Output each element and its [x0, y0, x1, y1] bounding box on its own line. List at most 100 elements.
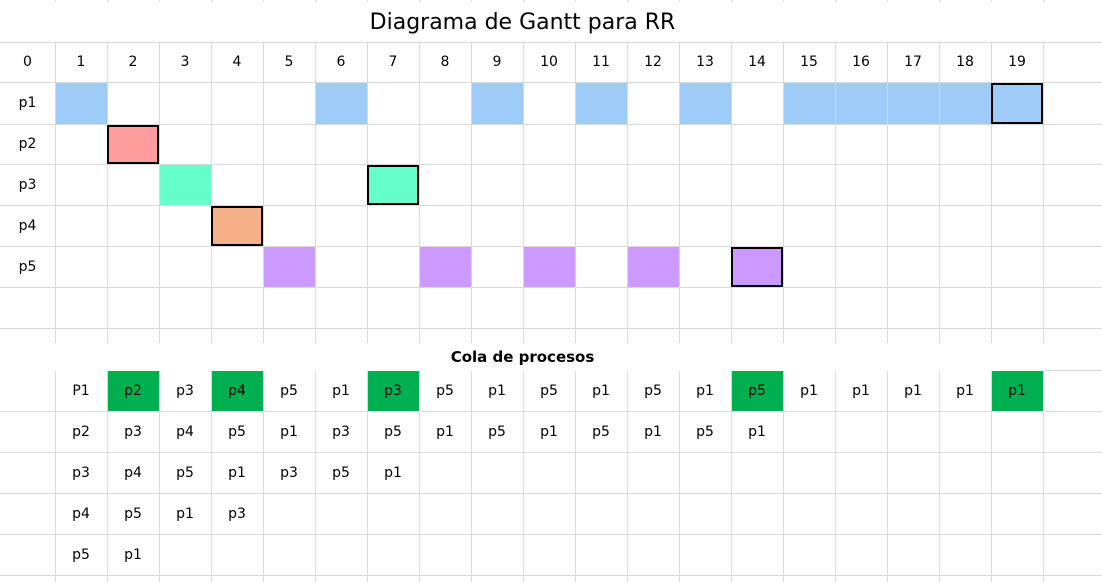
queue-cell: p3: [228, 505, 246, 522]
queue-cell: p5: [384, 423, 402, 440]
gantt-bar-p1-t18: [940, 83, 991, 124]
gantt-bar-p1-t1: [56, 83, 107, 124]
time-label: 1: [76, 54, 86, 70]
time-label: 4: [232, 54, 242, 70]
time-label: 9: [492, 54, 502, 70]
gantt-bar-p1-t16: [836, 83, 887, 124]
gantt-bar-p5-t5: [264, 247, 315, 287]
grid-hline: [0, 328, 1102, 329]
gantt-bar-p1-t13: [680, 83, 731, 124]
gantt-bar-p5-t12: [628, 247, 679, 287]
queue-cell: p1: [1008, 382, 1026, 399]
queue-cell: p4: [228, 382, 246, 399]
chart-title: Diagrama de Gantt para RR: [0, 2, 1045, 42]
grid-vline: [679, 0, 680, 582]
queue-cell: p1: [852, 382, 870, 399]
gantt-bar-p4-t4: [211, 206, 263, 246]
queue-title: Cola de procesos: [0, 343, 1045, 371]
queue-cell: p1: [904, 382, 922, 399]
grid-hline: [0, 82, 1102, 83]
queue-cell: p3: [124, 423, 142, 440]
time-label: 0: [23, 54, 32, 70]
queue-cell: p5: [176, 464, 194, 481]
gantt-bar-p1-t9: [472, 83, 523, 124]
queue-cell: p5: [748, 382, 766, 399]
grid-vline: [367, 0, 368, 582]
queue-cell: p2: [124, 382, 142, 399]
queue-cell: p1: [540, 423, 558, 440]
gantt-bar-p1-t19: [991, 83, 1043, 124]
queue-cell: p1: [644, 423, 662, 440]
gantt-bar-p2-t2: [107, 125, 159, 164]
grid-vline: [55, 0, 56, 582]
time-label: 7: [388, 54, 398, 70]
time-label: 15: [800, 54, 818, 70]
grid-hline: [0, 205, 1102, 206]
grid-hline: [0, 124, 1102, 125]
time-label: 11: [592, 54, 610, 70]
time-label: 5: [284, 54, 294, 70]
grid-vline: [627, 0, 628, 582]
queue-cell: p1: [228, 464, 246, 481]
grid-hline: [0, 287, 1102, 288]
grid-vline: [887, 0, 888, 582]
grid-vline: [731, 0, 732, 582]
process-label: p3: [18, 176, 37, 193]
queue-cell: p5: [488, 423, 506, 440]
time-label: 8: [440, 54, 450, 70]
grid-hline: [0, 246, 1102, 247]
gantt-bar-p3-t3: [160, 165, 211, 205]
gantt-bar-p1-t11: [576, 83, 627, 124]
gantt-bar-p5-t14: [731, 247, 783, 287]
queue-cell: p1: [124, 546, 142, 563]
grid-hline: [0, 534, 1102, 535]
queue-cell: p3: [332, 423, 350, 440]
queue-highlight-cell: [992, 371, 1043, 411]
queue-highlight-cell: [212, 371, 263, 411]
queue-cell: p5: [436, 382, 454, 399]
queue-cell: p5: [332, 464, 350, 481]
time-label: 12: [644, 54, 662, 70]
grid-vline: [263, 0, 264, 582]
time-label: 18: [956, 54, 974, 70]
queue-cell: p3: [72, 464, 90, 481]
grid-vline: [211, 0, 212, 582]
queue-cell: p1: [592, 382, 610, 399]
queue-highlight-cell: [368, 371, 419, 411]
grid-vline: [939, 0, 940, 582]
queue-cell: p1: [332, 382, 350, 399]
queue-cell: p4: [124, 464, 142, 481]
grid-vline: [523, 0, 524, 582]
gantt-bar-p3-t7: [367, 165, 419, 205]
queue-cell: p5: [124, 505, 142, 522]
gantt-bar-p1-t15: [784, 83, 835, 124]
gantt-bar-p5-t8: [420, 247, 471, 287]
grid-vline: [1043, 0, 1044, 582]
grid-vline: [991, 0, 992, 582]
grid-vline: [783, 0, 784, 582]
queue-cell: p5: [280, 382, 298, 399]
queue-cell: p1: [748, 423, 766, 440]
time-label: 2: [128, 54, 138, 70]
queue-cell: p1: [280, 423, 298, 440]
queue-cell: p3: [384, 382, 402, 399]
queue-cell: p4: [176, 423, 194, 440]
grid-hline: [0, 164, 1102, 165]
time-label: 10: [540, 54, 558, 70]
gantt-bar-p5-t10: [524, 247, 575, 287]
gantt-bar-p1-t6: [316, 83, 367, 124]
queue-highlight-cell: [108, 371, 159, 411]
queue-cell: p4: [72, 505, 90, 522]
grid-hline: [0, 575, 1102, 576]
time-label: 6: [336, 54, 346, 70]
queue-cell: p5: [228, 423, 246, 440]
time-label: 16: [852, 54, 870, 70]
queue-cell: p5: [644, 382, 662, 399]
grid-hline: [0, 411, 1102, 412]
grid-hline: [0, 452, 1102, 453]
process-label: p2: [18, 136, 37, 152]
grid-vline: [419, 0, 420, 582]
gantt-bar-p1-t17: [888, 83, 939, 124]
grid-vline: [835, 0, 836, 582]
